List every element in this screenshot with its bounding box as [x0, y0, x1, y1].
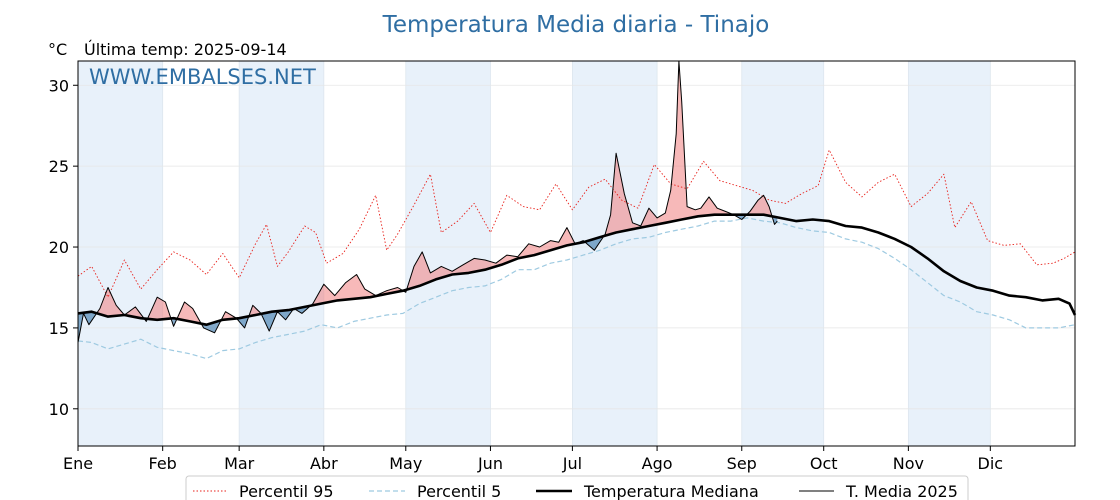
xtick-label-jun: Jun — [477, 454, 503, 473]
legend-box — [185, 475, 969, 500]
series-line-1 — [77, 217, 1076, 360]
ytick-label-20: 20 — [49, 238, 69, 257]
xtick-label-nov: Nov — [893, 454, 924, 473]
above-median-fill-13 — [311, 274, 403, 306]
above-median-fill-15 — [407, 227, 574, 290]
legend-p5-label: Percentil 5 — [417, 482, 501, 500]
ytick-label-10: 10 — [49, 400, 69, 419]
watermark: WWW.EMBALSES.NET — [89, 65, 316, 89]
legend-median-label: Temperatura Mediana — [583, 482, 759, 500]
grid-lines — [77, 61, 1075, 446]
last-temp-label: Última temp: 2025-09-14 — [84, 40, 287, 59]
ytick-label-30: 30 — [49, 76, 69, 95]
xtick-label-jul: Jul — [562, 454, 582, 473]
month-band-ene — [78, 61, 163, 446]
month-band-jul — [572, 61, 658, 446]
month-band-sep — [741, 61, 824, 446]
month-band-may — [405, 61, 491, 446]
deviation-fills — [78, 61, 778, 343]
legend-current-label: T. Media 2025 — [845, 482, 958, 500]
xtick-label-may: May — [389, 454, 422, 473]
above-median-fill-5 — [177, 302, 201, 324]
xtick-label-ene: Ene — [63, 454, 93, 473]
ytick-label-25: 25 — [49, 157, 69, 176]
below-median-fill-10 — [262, 309, 293, 332]
xtick-label-oct: Oct — [810, 454, 838, 473]
x-axis-ticks: Ene Feb Mar Abr May Jun Jul Ago Sep Oct Nov Dic — [63, 446, 1003, 473]
unit-label: °C — [48, 40, 67, 59]
above-median-fill-3 — [147, 297, 171, 320]
below-median-fill-0 — [78, 311, 96, 343]
legend: Percentil 95 Percentil 5 Temperatura Med… — [185, 475, 969, 500]
ytick-label-15: 15 — [49, 319, 69, 338]
xtick-label-feb: Feb — [149, 454, 177, 473]
xtick-label-dic: Dic — [978, 454, 1004, 473]
xtick-label-ago: Ago — [642, 454, 673, 473]
series-lines — [77, 60, 1077, 360]
chart-title: Temperatura Media diaria - Tinajo — [382, 12, 770, 38]
series-line-3 — [77, 60, 778, 343]
xtick-label-mar: Mar — [224, 454, 255, 473]
below-median-fill-18 — [586, 236, 603, 251]
month-band-mar — [239, 61, 324, 446]
series-line-0 — [77, 149, 1076, 298]
series-line-2 — [77, 213, 1077, 326]
above-median-fill-19 — [603, 61, 734, 237]
plot-background — [78, 61, 991, 446]
xtick-label-sep: Sep — [727, 454, 757, 473]
below-median-fill-6 — [202, 320, 220, 333]
legend-p95-label: Percentil 95 — [239, 482, 334, 500]
y-axis-ticks: 10 15 20 25 30 — [49, 76, 78, 419]
plot-frame — [77, 60, 1076, 447]
xtick-label-abr: Abr — [310, 454, 338, 473]
